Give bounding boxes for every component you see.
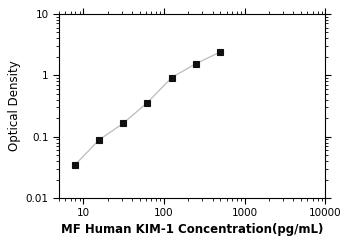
Y-axis label: Optical Density: Optical Density [8,61,21,151]
X-axis label: MF Human KIM-1 Concentration(pg/mL): MF Human KIM-1 Concentration(pg/mL) [61,223,323,236]
